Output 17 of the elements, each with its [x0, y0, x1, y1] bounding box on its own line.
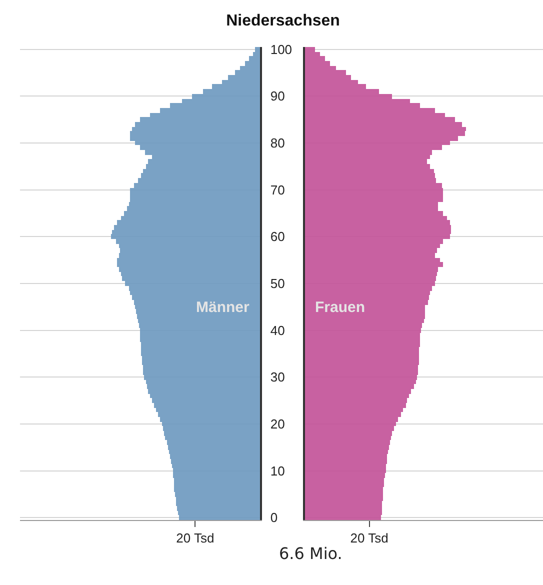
- y-tick-label: 50: [270, 276, 285, 292]
- y-tick-label: 80: [270, 136, 285, 151]
- series-label: Männer: [196, 299, 250, 316]
- y-tick-label: 90: [270, 88, 285, 104]
- y-tick-label: 40: [270, 322, 285, 338]
- y-tick-label: 20: [270, 416, 285, 432]
- x-tick-label: 20 Tsd: [176, 530, 214, 546]
- x-tick-label: 20 Tsd: [350, 530, 388, 546]
- series-label: Frauen: [315, 299, 366, 316]
- y-tick-label: 100: [270, 42, 292, 57]
- y-tick-label: 0: [270, 510, 278, 526]
- y-tick-label: 10: [270, 463, 285, 478]
- y-tick-label: 60: [270, 229, 285, 244]
- y-tick-label: 70: [270, 182, 285, 198]
- y-tick-label: 30: [270, 370, 285, 385]
- text: 6.6 Mio.: [279, 544, 342, 563]
- chart-title: Niedersachsen: [226, 12, 340, 30]
